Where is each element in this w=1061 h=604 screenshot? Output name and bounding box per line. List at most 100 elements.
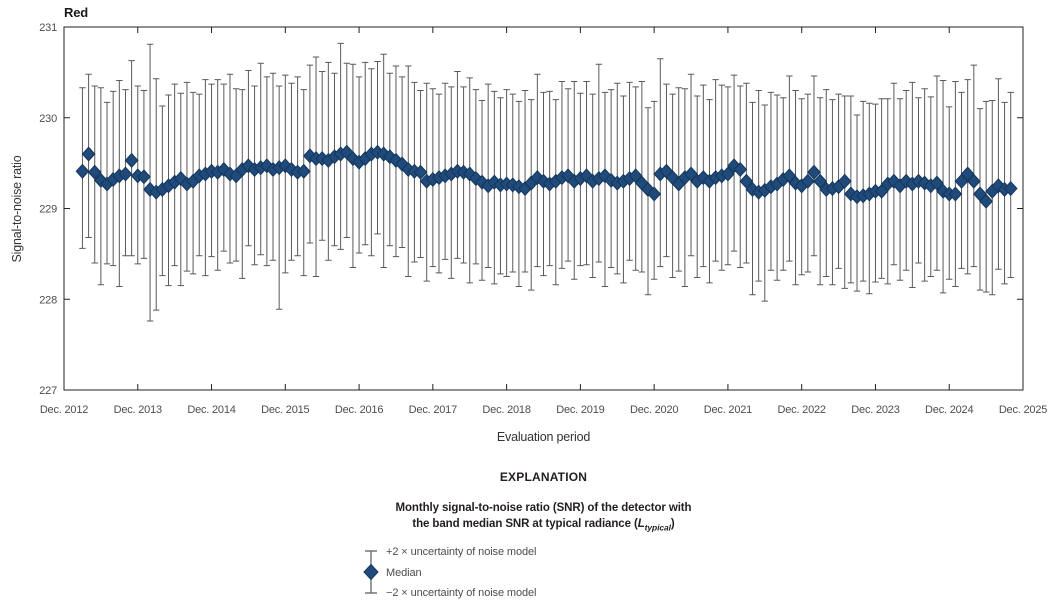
median-marker (800, 173, 815, 189)
median-marker (87, 164, 102, 180)
y-tick-label: 230 (39, 113, 57, 125)
legend-description-line2-prefix: the band median SNR at typical radiance … (412, 518, 638, 530)
error-bar (816, 97, 824, 286)
y-tick-label: 229 (39, 204, 57, 216)
median-marker (413, 164, 428, 180)
error-bar (275, 85, 283, 310)
error-bar (239, 89, 246, 279)
error-bar (177, 92, 184, 287)
legend-series-description: Monthly signal-to-noise ratio (SNR) of t… (64, 500, 1023, 535)
error-bar (644, 107, 652, 296)
explanation-heading: EXPLANATION (499, 470, 588, 484)
x-tick-label: Dec. 2020 (630, 404, 678, 416)
x-tick-label: Dec. 2012 (40, 404, 88, 416)
median-marker (241, 158, 256, 174)
error-bar (970, 64, 978, 268)
error-bar (595, 63, 603, 263)
x-tick-label: Dec. 2024 (925, 404, 973, 416)
legend-description-line2-suffix: ) (670, 518, 675, 530)
x-axis-title: Evaluation period (496, 430, 591, 444)
median-marker (475, 174, 489, 190)
error-bar (116, 80, 123, 288)
error-bar (337, 42, 344, 250)
error-bar (300, 89, 307, 277)
plot-svg: Dec. 2012 Dec. 2013 Dec. 2014 Dec. 2015 Dec.… (39, 22, 1047, 416)
error-bar (841, 95, 848, 289)
error-bar (282, 74, 289, 274)
median-marker (75, 163, 90, 179)
legend-item-median: Median (386, 567, 422, 579)
median-marker (991, 178, 1006, 194)
error-bar (448, 86, 455, 279)
median-marker (124, 152, 139, 168)
error-bar (312, 56, 320, 278)
x-tick-label: Dec. 2013 (114, 404, 162, 416)
error-bar (601, 91, 609, 288)
x-tick-label: Dec. 2015 (261, 404, 309, 416)
median-marker (739, 173, 754, 189)
median-marker (296, 163, 311, 179)
median-marker (807, 164, 821, 180)
median-marker (813, 173, 828, 189)
radiance-symbol: L (637, 518, 645, 530)
x-tick-label: Dec. 2017 (409, 404, 457, 416)
x-tick-label: Dec. 2014 (187, 404, 235, 416)
y-tick-label: 228 (39, 294, 57, 306)
error-bar (552, 99, 559, 286)
median-marker (647, 186, 662, 202)
median-marker (81, 146, 96, 162)
error-bar (995, 78, 1002, 270)
median-marker (1003, 180, 1018, 197)
error-bar (368, 68, 375, 257)
x-tick-label: Dec. 2016 (335, 404, 383, 416)
x-tick-label: Dec. 2021 (704, 404, 752, 416)
x-tick-label: Dec. 2019 (556, 404, 604, 416)
error-bar (669, 93, 676, 278)
error-bar (528, 99, 535, 291)
median-marker (948, 186, 963, 202)
median-marker (137, 169, 151, 185)
x-tick-label: Dec. 2025 (999, 404, 1047, 416)
error-bar (749, 101, 756, 296)
error-bar-legend-symbol (363, 550, 379, 594)
error-bar (761, 104, 769, 302)
median-marker (118, 166, 133, 182)
chart-title: Red (64, 5, 88, 20)
median-markers-layer (75, 144, 1018, 209)
error-bar (257, 62, 264, 256)
median-marker (598, 168, 612, 184)
error-bar (620, 95, 627, 284)
x-tick-label: Dec. 2023 (851, 404, 899, 416)
error-bar (952, 80, 959, 288)
error-bar (478, 100, 486, 281)
legend-item-upper-uncertainty: +2 × uncertainty of noise model (386, 546, 537, 558)
y-tick-label: 227 (39, 385, 57, 397)
median-marker (346, 151, 360, 167)
median-marker (979, 193, 993, 209)
error-bar (245, 70, 252, 247)
median-marker (837, 173, 852, 189)
x-tick-label: Dec. 2018 (482, 404, 530, 416)
median-marker (733, 161, 748, 178)
median-marker (469, 171, 483, 187)
x-tick-label: Dec. 2022 (778, 404, 826, 416)
median-marker (966, 173, 981, 189)
legend-item-lower-uncertainty: −2 × uncertainty of noise model (386, 587, 537, 599)
error-bar (681, 88, 689, 288)
error-bar (706, 99, 713, 284)
legend-description-line1: Monthly signal-to-noise ratio (SNR) of t… (395, 502, 692, 514)
median-marker (530, 170, 545, 186)
median-marker (389, 152, 403, 168)
error-bar (484, 83, 492, 268)
legend-median-diamond-glyph (363, 563, 379, 581)
error-bar (657, 58, 664, 268)
median-marker (721, 166, 735, 182)
radiance-symbol-subscript: typical (644, 522, 671, 533)
error-bar (743, 82, 750, 264)
y-tick-label: 231 (39, 22, 57, 34)
error-bar (687, 73, 695, 257)
error-bar (933, 75, 941, 271)
median-marker (94, 172, 108, 188)
median-marker (930, 175, 944, 191)
